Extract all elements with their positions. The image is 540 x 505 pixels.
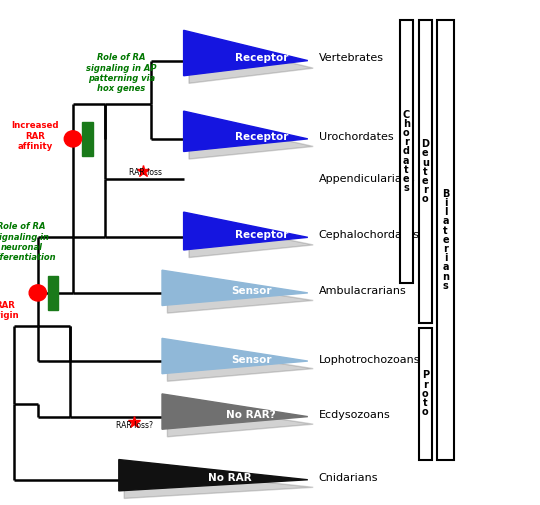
Polygon shape — [184, 111, 308, 152]
Circle shape — [29, 285, 46, 301]
Text: Appendicularians: Appendicularians — [319, 174, 415, 184]
Text: Cephalochordates: Cephalochordates — [319, 230, 420, 240]
Text: P
r
o
t
o: P r o t o — [422, 371, 429, 417]
Text: Receptor: Receptor — [235, 230, 288, 240]
Bar — [437, 20, 454, 460]
Polygon shape — [167, 346, 313, 381]
Text: Cnidarians: Cnidarians — [319, 473, 378, 483]
Text: Ecdysozoans: Ecdysozoans — [319, 410, 390, 420]
Text: Role of RA
signaling in
neuronal
differentiation: Role of RA signaling in neuronal differe… — [0, 222, 56, 263]
Text: RAR loss?: RAR loss? — [117, 421, 153, 430]
Polygon shape — [189, 38, 313, 83]
Text: Sensor: Sensor — [231, 355, 272, 365]
Polygon shape — [184, 212, 308, 250]
Text: Increased
RAR
affinity: Increased RAR affinity — [11, 121, 59, 152]
Text: Ambulacrarians: Ambulacrarians — [319, 286, 406, 296]
Text: Receptor: Receptor — [235, 132, 288, 141]
Text: RAR
origin: RAR origin — [0, 301, 20, 320]
Text: Sensor: Sensor — [231, 286, 272, 296]
Text: D
e
u
t
e
r
o: D e u t e r o — [421, 139, 429, 205]
Text: No RAR?: No RAR? — [226, 410, 276, 420]
Bar — [400, 20, 413, 283]
Polygon shape — [162, 270, 308, 306]
Polygon shape — [119, 460, 308, 491]
Bar — [418, 328, 432, 460]
Bar — [48, 276, 58, 310]
Polygon shape — [167, 401, 313, 437]
Text: Vertebrates: Vertebrates — [319, 54, 383, 63]
Text: Lophotrochozoans: Lophotrochozoans — [319, 355, 420, 365]
Text: No RAR: No RAR — [208, 473, 251, 483]
Text: B
i
l
a
t
e
r
i
a
n
s: B i l a t e r i a n s — [442, 189, 449, 291]
Polygon shape — [189, 119, 313, 159]
Polygon shape — [189, 220, 313, 258]
Bar — [82, 122, 93, 156]
Text: RAR loss: RAR loss — [129, 168, 163, 177]
Polygon shape — [167, 278, 313, 313]
Polygon shape — [124, 467, 313, 498]
Bar — [418, 20, 432, 323]
Text: Role of RA
signaling in AP
patterning via
hox genes: Role of RA signaling in AP patterning vi… — [86, 53, 157, 93]
Text: Urochordates: Urochordates — [319, 132, 393, 141]
Text: Receptor: Receptor — [235, 54, 288, 63]
Text: C
h
o
r
d
a
t
e
s: C h o r d a t e s — [403, 110, 410, 193]
Circle shape — [64, 131, 82, 147]
Polygon shape — [162, 394, 308, 429]
Polygon shape — [184, 30, 308, 76]
Polygon shape — [162, 338, 308, 374]
